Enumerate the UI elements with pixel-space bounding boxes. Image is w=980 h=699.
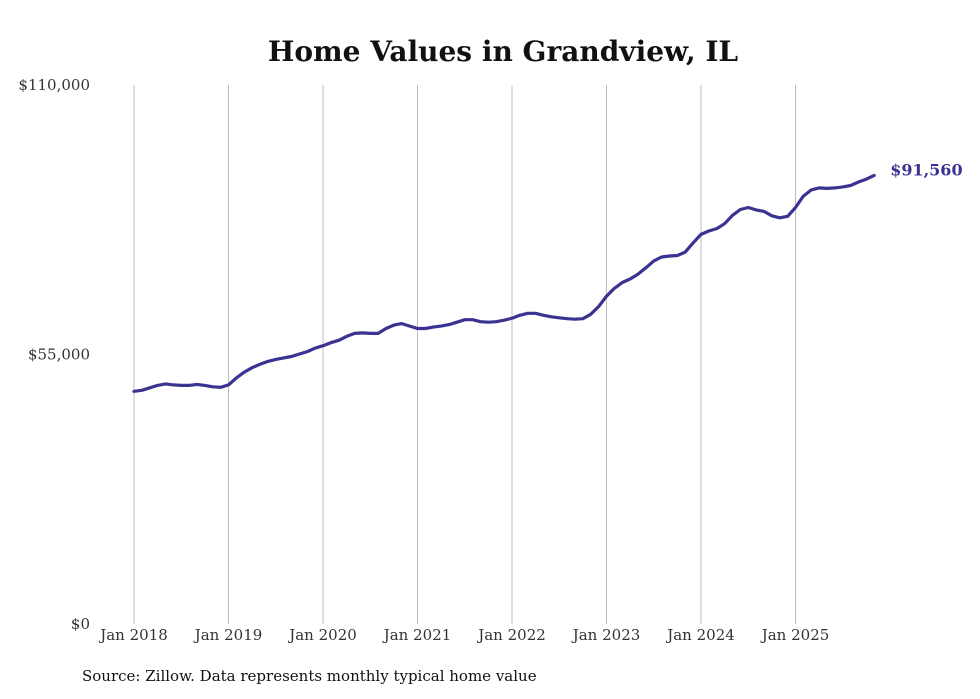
y-axis-ticks: $0 $55,000 $110,000	[18, 76, 90, 633]
x-tick-label: Jan 2022	[476, 626, 546, 644]
x-tick-label: Jan 2025	[760, 626, 830, 644]
series-layer: $91,560	[132, 160, 963, 393]
y-tick-label: $110,000	[18, 76, 90, 94]
x-axis-ticks: Jan 2018 Jan 2019 Jan 2020 Jan 2021 Jan 2022…	[98, 626, 829, 644]
x-tick-label: Jan 2023	[571, 626, 641, 644]
y-tick-label: $0	[71, 615, 90, 633]
end-value-label: $91,560	[890, 160, 962, 179]
x-tick-label: Jan 2020	[287, 626, 357, 644]
x-tick-label: Jan 2021	[382, 626, 452, 644]
series-line	[132, 173, 876, 393]
y-tick-label: $55,000	[28, 346, 90, 364]
chart-title: Home Values in Grandview, IL	[268, 35, 739, 68]
x-tick-label: Jan 2018	[98, 626, 168, 644]
x-tick-label: Jan 2024	[665, 626, 735, 644]
grid-layer	[133, 85, 796, 624]
x-tick-label: Jan 2019	[193, 626, 263, 644]
source-note: Source: Zillow. Data represents monthly …	[82, 667, 537, 685]
